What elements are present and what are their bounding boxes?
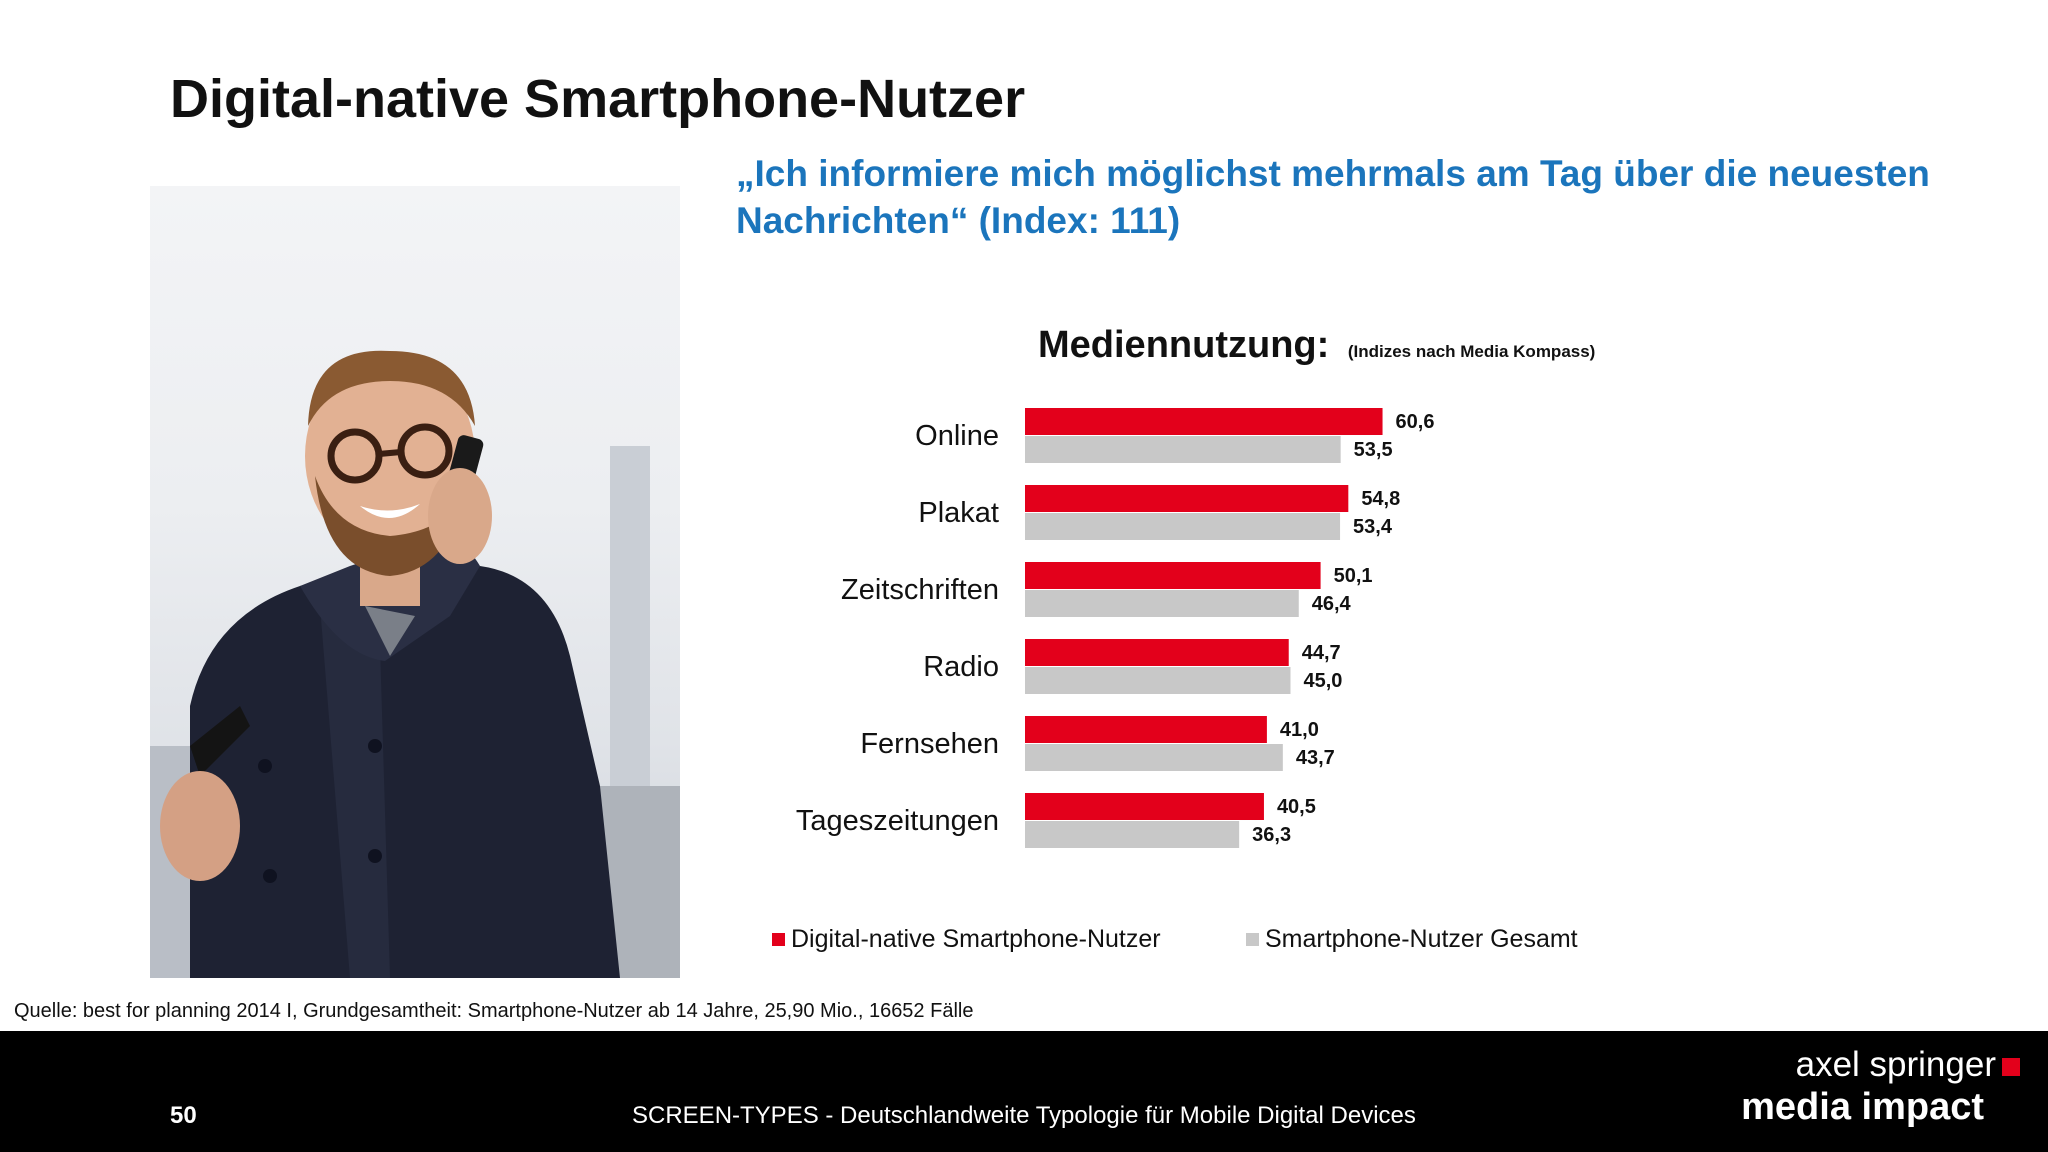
category-label: Zeitschriften	[841, 574, 999, 606]
bar	[1025, 716, 1267, 743]
bar	[1025, 793, 1264, 820]
legend-item-digital-native: Digital-native Smartphone-Nutzer	[772, 925, 1161, 954]
category-label: Online	[915, 420, 999, 452]
chart-title: Mediennutzung: (Indizes nach Media Kompa…	[1038, 324, 1595, 367]
data-label: 40,5	[1277, 796, 1316, 818]
bar	[1025, 562, 1321, 589]
category-label: Tageszeitungen	[796, 805, 999, 837]
bar	[1025, 485, 1349, 512]
quote-text: „Ich informiere mich möglichst mehrmals …	[736, 153, 1930, 241]
axel-springer-logo: axel springer media impact	[1741, 1045, 2020, 1129]
data-label: 44,7	[1302, 642, 1341, 664]
data-label: 54,8	[1361, 488, 1400, 510]
bar	[1025, 408, 1383, 435]
footer-title: SCREEN-TYPES - Deutschlandweite Typologi…	[632, 1102, 1416, 1129]
media-usage-bar-chart: Online 60,653,5 Plakat 54,8 53,4 Zeitschrifte…	[796, 408, 1435, 848]
data-label: 53,4	[1353, 516, 1393, 538]
data-label: 50,1	[1334, 565, 1373, 587]
legend-swatch-gesamt	[1246, 933, 1259, 946]
category-label: Radio	[923, 651, 999, 683]
chart-subtitle: (Indizes nach Media Kompass)	[1347, 342, 1596, 361]
legend-swatch-digital-native	[772, 933, 785, 946]
bar	[1025, 821, 1240, 848]
logo-line1: axel springer	[1795, 1045, 1996, 1084]
data-label: 53,5	[1354, 439, 1393, 461]
bar	[1025, 639, 1289, 666]
bar	[1025, 513, 1341, 540]
logo-line2: media impact	[1741, 1086, 1984, 1128]
bar	[1025, 436, 1341, 463]
legend-label-gesamt: Smartphone-Nutzer Gesamt	[1265, 925, 1578, 953]
man-on-phone-illustration	[150, 350, 680, 978]
footer-bar	[0, 1031, 2048, 1152]
category-label: Fernsehen	[860, 728, 999, 760]
bar	[1025, 590, 1299, 617]
chart-title-main: Mediennutzung:	[1038, 324, 1330, 366]
data-label: 41,0	[1280, 719, 1319, 741]
man-on-phone-photo	[150, 186, 680, 978]
source-note: Quelle: best for planning 2014 I, Grundg…	[14, 1000, 974, 1022]
data-label: 43,7	[1296, 747, 1335, 769]
data-label: 46,4	[1312, 593, 1352, 615]
data-label: 36,3	[1252, 824, 1291, 846]
page-number: 50	[170, 1102, 197, 1129]
bar	[1025, 667, 1291, 694]
logo-square-icon	[2002, 1058, 2020, 1076]
category-label: Plakat	[918, 497, 999, 529]
bar	[1025, 744, 1283, 771]
data-label: 60,6	[1396, 411, 1435, 433]
slide-title: Digital-native Smartphone-Nutzer	[170, 69, 1026, 129]
legend-item-gesamt: Smartphone-Nutzer Gesamt	[1246, 925, 1578, 954]
legend-label-digital-native: Digital-native Smartphone-Nutzer	[791, 925, 1161, 953]
data-label: 45,0	[1304, 670, 1343, 692]
